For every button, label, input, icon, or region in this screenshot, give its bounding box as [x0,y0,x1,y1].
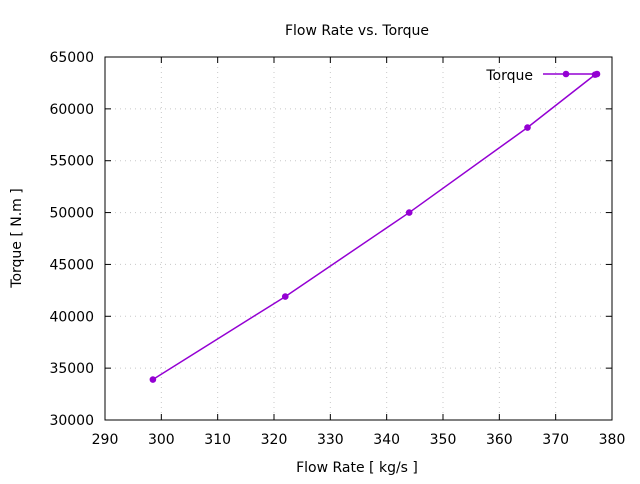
y-tick-label: 55000 [49,154,94,170]
chart-title: Flow Rate vs. Torque [285,23,429,39]
legend-label-torque: Torque [485,68,533,84]
x-tick-label: 300 [148,432,175,448]
x-tick-label: 330 [317,432,344,448]
data-point [405,209,413,216]
x-tick-label: 340 [373,432,400,448]
grid-layer [105,57,612,420]
y-tick-label: 40000 [49,309,94,325]
x-tick-label: 310 [204,432,231,448]
y-tick-label: 30000 [49,413,94,429]
legend: Torque [485,68,601,84]
y-tick-label: 35000 [49,361,94,377]
y-tick-label: 60000 [49,102,94,118]
x-tick-label: 370 [542,432,569,448]
data-point [149,376,157,383]
x-tick-label: 290 [92,432,119,448]
x-axis-label: Flow Rate [ kg/s ] [296,460,418,476]
legend-marker-torque-end [593,70,601,78]
series-line-torque [152,74,596,381]
x-tick-label: 380 [599,432,626,448]
legend-marker-torque [562,70,570,78]
data-point [281,293,289,300]
x-tick-label: 360 [486,432,513,448]
y-tick-label: 65000 [49,50,94,66]
y-tick-label: 45000 [49,257,94,273]
series-layer [149,71,599,383]
y-axis-label: Torque [ N.m ] [9,188,25,288]
x-tick-label: 350 [430,432,457,448]
ticks-layer: 290 300 310 320 330 340 350 360 370 380 30000 35000… [49,50,625,448]
data-point [524,124,531,131]
plot-frame [104,56,613,421]
x-tick-label: 320 [261,432,288,448]
y-tick-label: 50000 [49,206,94,222]
